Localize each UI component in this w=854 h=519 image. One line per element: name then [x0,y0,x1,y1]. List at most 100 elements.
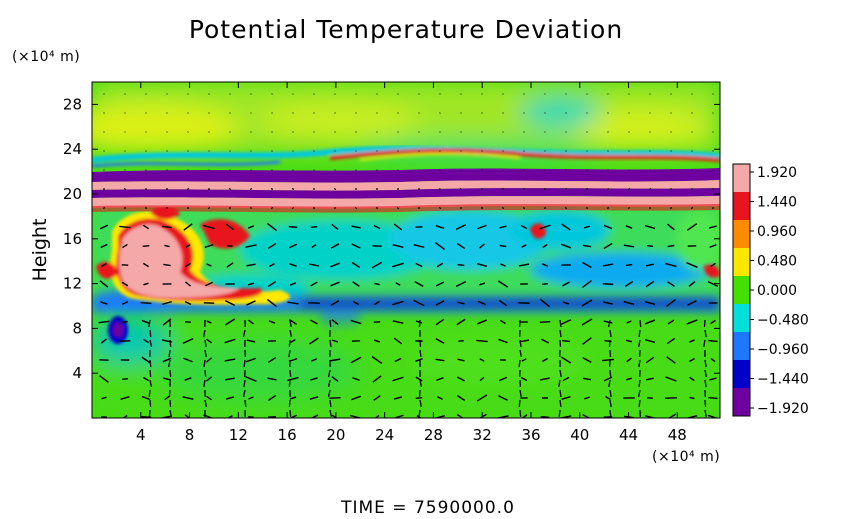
wind-vector [101,396,107,400]
wind-vector [707,280,719,288]
wind-vector [519,409,522,418]
wind-vector [288,379,291,388]
wind-vector [666,337,676,345]
wind-vector [435,358,445,362]
wind-vector [246,339,256,343]
wind-vector [101,263,107,267]
wind-vector [312,207,316,209]
wind-vector [206,395,212,401]
x-tick-label: 44 [619,426,638,444]
wind-vector [457,358,465,362]
wind-vector [703,339,706,348]
wind-vector [204,349,207,358]
wind-vector [582,337,592,345]
wind-vector [559,389,562,398]
wind-vector [540,338,550,344]
wind-vector [519,389,522,398]
wind-vector [142,245,150,247]
wind-vector [602,263,614,267]
wind-vector [564,187,568,191]
wind-vector [142,262,150,268]
colorbar-tick-label: 0.960 [757,224,797,240]
wind-vector [667,319,675,325]
wind-vector [373,395,381,401]
wind-vector [559,319,562,328]
wind-vector [710,262,716,268]
wind-vector [479,358,485,362]
wind-vector [415,262,423,268]
wind-vector [478,282,486,286]
wind-vector [248,415,254,418]
x-tick-label: 8 [185,426,195,444]
wind-vector [686,223,698,231]
wind-vector [637,339,641,348]
upper-wave [92,145,720,168]
wind-vector [477,300,487,306]
wind-vector [267,377,277,381]
wind-vector [609,399,612,408]
wind-vector [122,320,128,324]
wind-vector [289,369,292,378]
wind-vector [459,187,463,191]
wind-vector [709,244,717,248]
cold-spot [108,316,128,344]
wind-vector [203,379,206,388]
wind-vector [224,358,236,362]
wind-vector [437,396,443,400]
wind-vector [182,338,194,344]
wind-vector [608,319,611,328]
lower-band-purple [92,188,720,199]
wind-vector [102,207,106,209]
colorbar-segment [733,304,750,333]
wind-vector [582,377,592,381]
wind-vector [479,243,485,249]
wind-vector [413,244,425,248]
wind-vector [501,206,505,210]
wind-vector [331,319,339,325]
wind-vector [287,301,299,305]
wind-vector [609,389,612,398]
wind-vector [627,187,631,191]
wind-vector [435,300,445,306]
wind-vector [498,376,508,382]
wind-vector [205,376,213,382]
wind-vector [457,301,465,305]
wind-vector [392,262,404,268]
y-tick-label: 16 [63,230,82,248]
wind-vector [186,187,190,191]
x-tick-label: 12 [229,426,248,444]
wind-vector [638,329,641,338]
wind-vector [419,349,422,358]
wind-vector [665,262,677,268]
wind-vector [330,262,340,268]
wind-vector [163,263,171,267]
y-tick-label: 24 [63,140,82,158]
wind-vector [333,187,337,191]
wind-vector [225,396,235,400]
wind-vector [562,376,570,382]
wind-vector [690,206,694,210]
wind-vector [183,357,193,363]
wind-vector [287,376,299,382]
wind-vector [162,357,172,363]
wind-vector [289,319,292,328]
wind-vector [290,339,296,343]
wind-vector [184,377,192,381]
wind-vector [142,224,150,230]
wind-vector [169,369,172,378]
x-tick-label: 28 [424,426,443,444]
wind-vector [310,414,319,418]
wind-vector [686,319,698,325]
wind-vector [350,319,362,325]
wind-vector [561,223,571,231]
wind-vector [141,395,151,401]
wind-vector [704,359,707,368]
wind-vector [310,319,318,325]
wind-vector [518,359,521,368]
wind-vector [582,244,592,248]
wind-vector [247,282,255,286]
colorbar-segment [733,248,750,277]
wind-vector [645,263,655,267]
y-tick-label: 8 [72,319,82,337]
wind-vector [269,262,275,268]
